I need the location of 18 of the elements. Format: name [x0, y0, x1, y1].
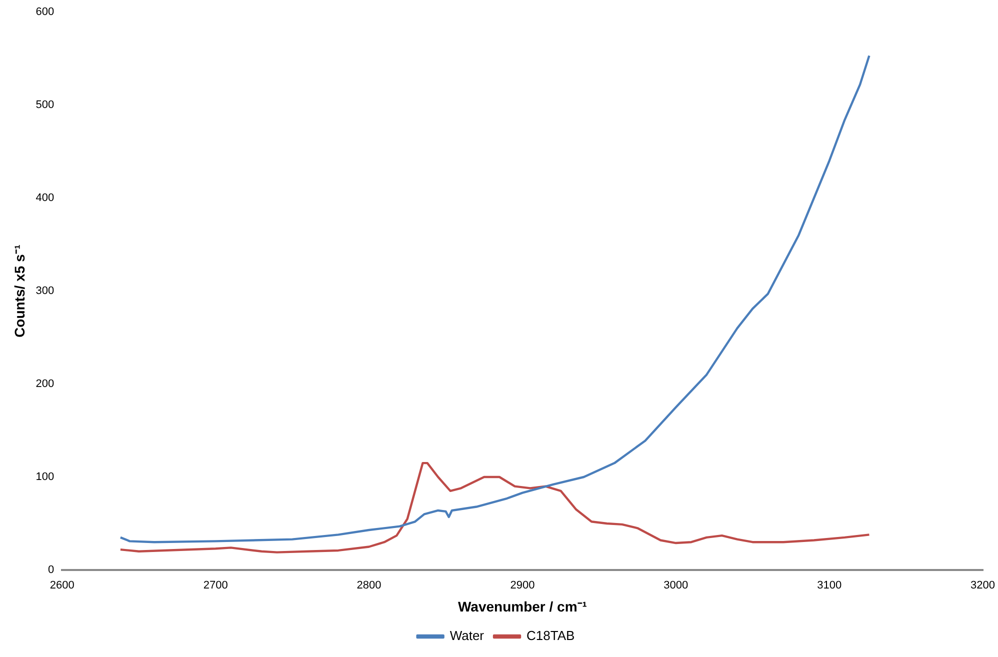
y-tick-label: 500 [36, 99, 54, 112]
x-tick-label: 2700 [203, 580, 228, 592]
x-axis-title: Wavenumber / cm⁻¹ [458, 598, 588, 614]
y-axis-title: Counts/ x5 s⁻¹ [11, 244, 28, 338]
legend-label: C18TAB [526, 628, 575, 644]
y-tick-label: 200 [36, 378, 54, 390]
legend-label: Water [450, 628, 485, 644]
y-tick-label: 0 [48, 564, 54, 576]
x-tick-label: 3000 [664, 580, 688, 592]
y-tick-label: 100 [36, 471, 54, 484]
x-tick-label: 3200 [970, 580, 996, 592]
x-tick-label: 2600 [50, 580, 74, 592]
x-tick-label: 2800 [356, 580, 382, 592]
y-tick-label: 400 [36, 192, 54, 204]
y-tick-label: 600 [36, 6, 54, 18]
x-tick-label: 2900 [510, 580, 535, 592]
y-tick-label: 300 [36, 285, 54, 298]
x-tick-label: 3100 [817, 580, 842, 592]
